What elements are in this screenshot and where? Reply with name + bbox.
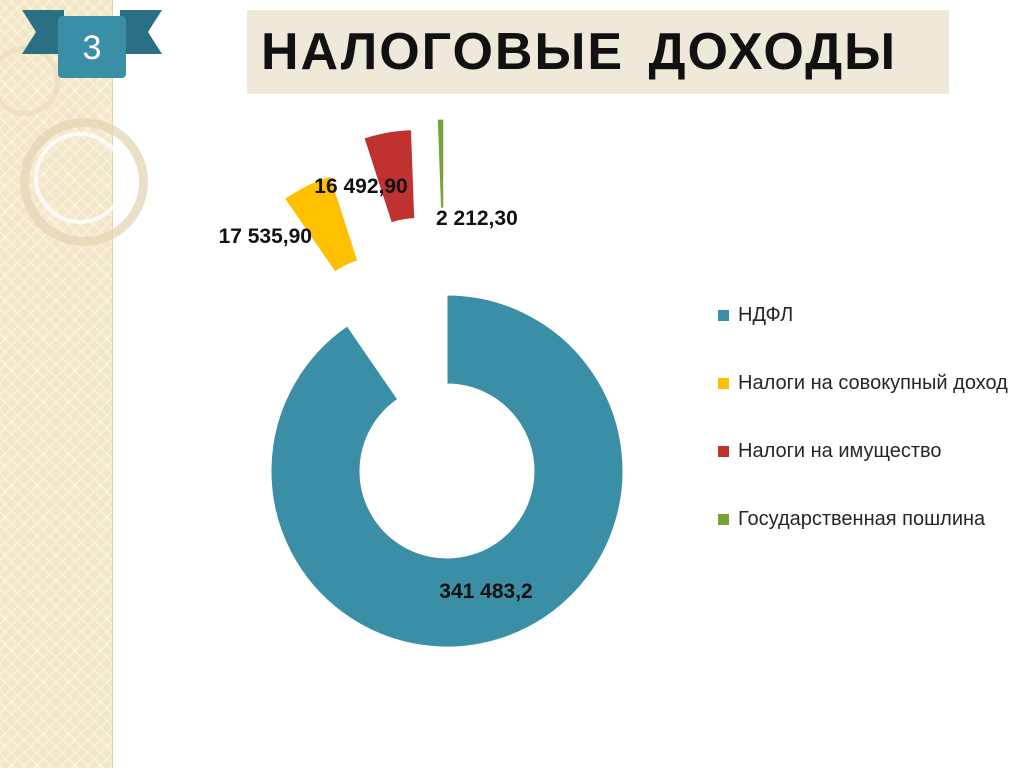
legend-label: НДФЛ: [738, 304, 794, 326]
data-label-state-duty: 2 212,30: [436, 207, 518, 230]
data-label-aggregate-income-tax: 17 535,90: [219, 225, 312, 248]
slice-aggregate-income-tax: [283, 175, 359, 273]
decorative-side-strip: [0, 0, 148, 768]
legend-item-ndfl: НДФЛ: [718, 300, 1008, 330]
legend-swatch: [718, 378, 729, 389]
legend-label: Налоги на совокупный доход: [738, 372, 1008, 394]
slide-number: 3: [82, 28, 102, 67]
slide-number-ribbon: [22, 10, 162, 78]
legend-swatch: [718, 514, 729, 525]
legend-item-property-tax: Налоги на имущество: [718, 436, 1008, 466]
legend-swatch: [718, 310, 729, 321]
title-box: НАЛОГОВЫЕ ДОХОДЫ: [247, 10, 949, 94]
data-label-property-tax: 16 492,90: [314, 175, 407, 198]
legend-swatch: [718, 446, 729, 457]
decorative-circle: [34, 132, 126, 224]
slice-ndfl: [270, 294, 624, 648]
slice-state-duty: [436, 118, 445, 209]
data-label-ndfl: 341 483,2: [439, 580, 532, 603]
legend-item-aggregate-income-tax: Налоги на совокупный доход: [718, 368, 1008, 398]
legend-label: Государственная пошлина: [738, 508, 986, 530]
legend-item-state-duty: Государственная пошлина: [718, 504, 1008, 534]
slice-property-tax: [363, 129, 416, 224]
page-title: НАЛОГОВЫЕ ДОХОДЫ: [261, 23, 898, 81]
decorative-circle: [20, 118, 148, 246]
legend-label: Налоги на имущество: [738, 440, 942, 462]
